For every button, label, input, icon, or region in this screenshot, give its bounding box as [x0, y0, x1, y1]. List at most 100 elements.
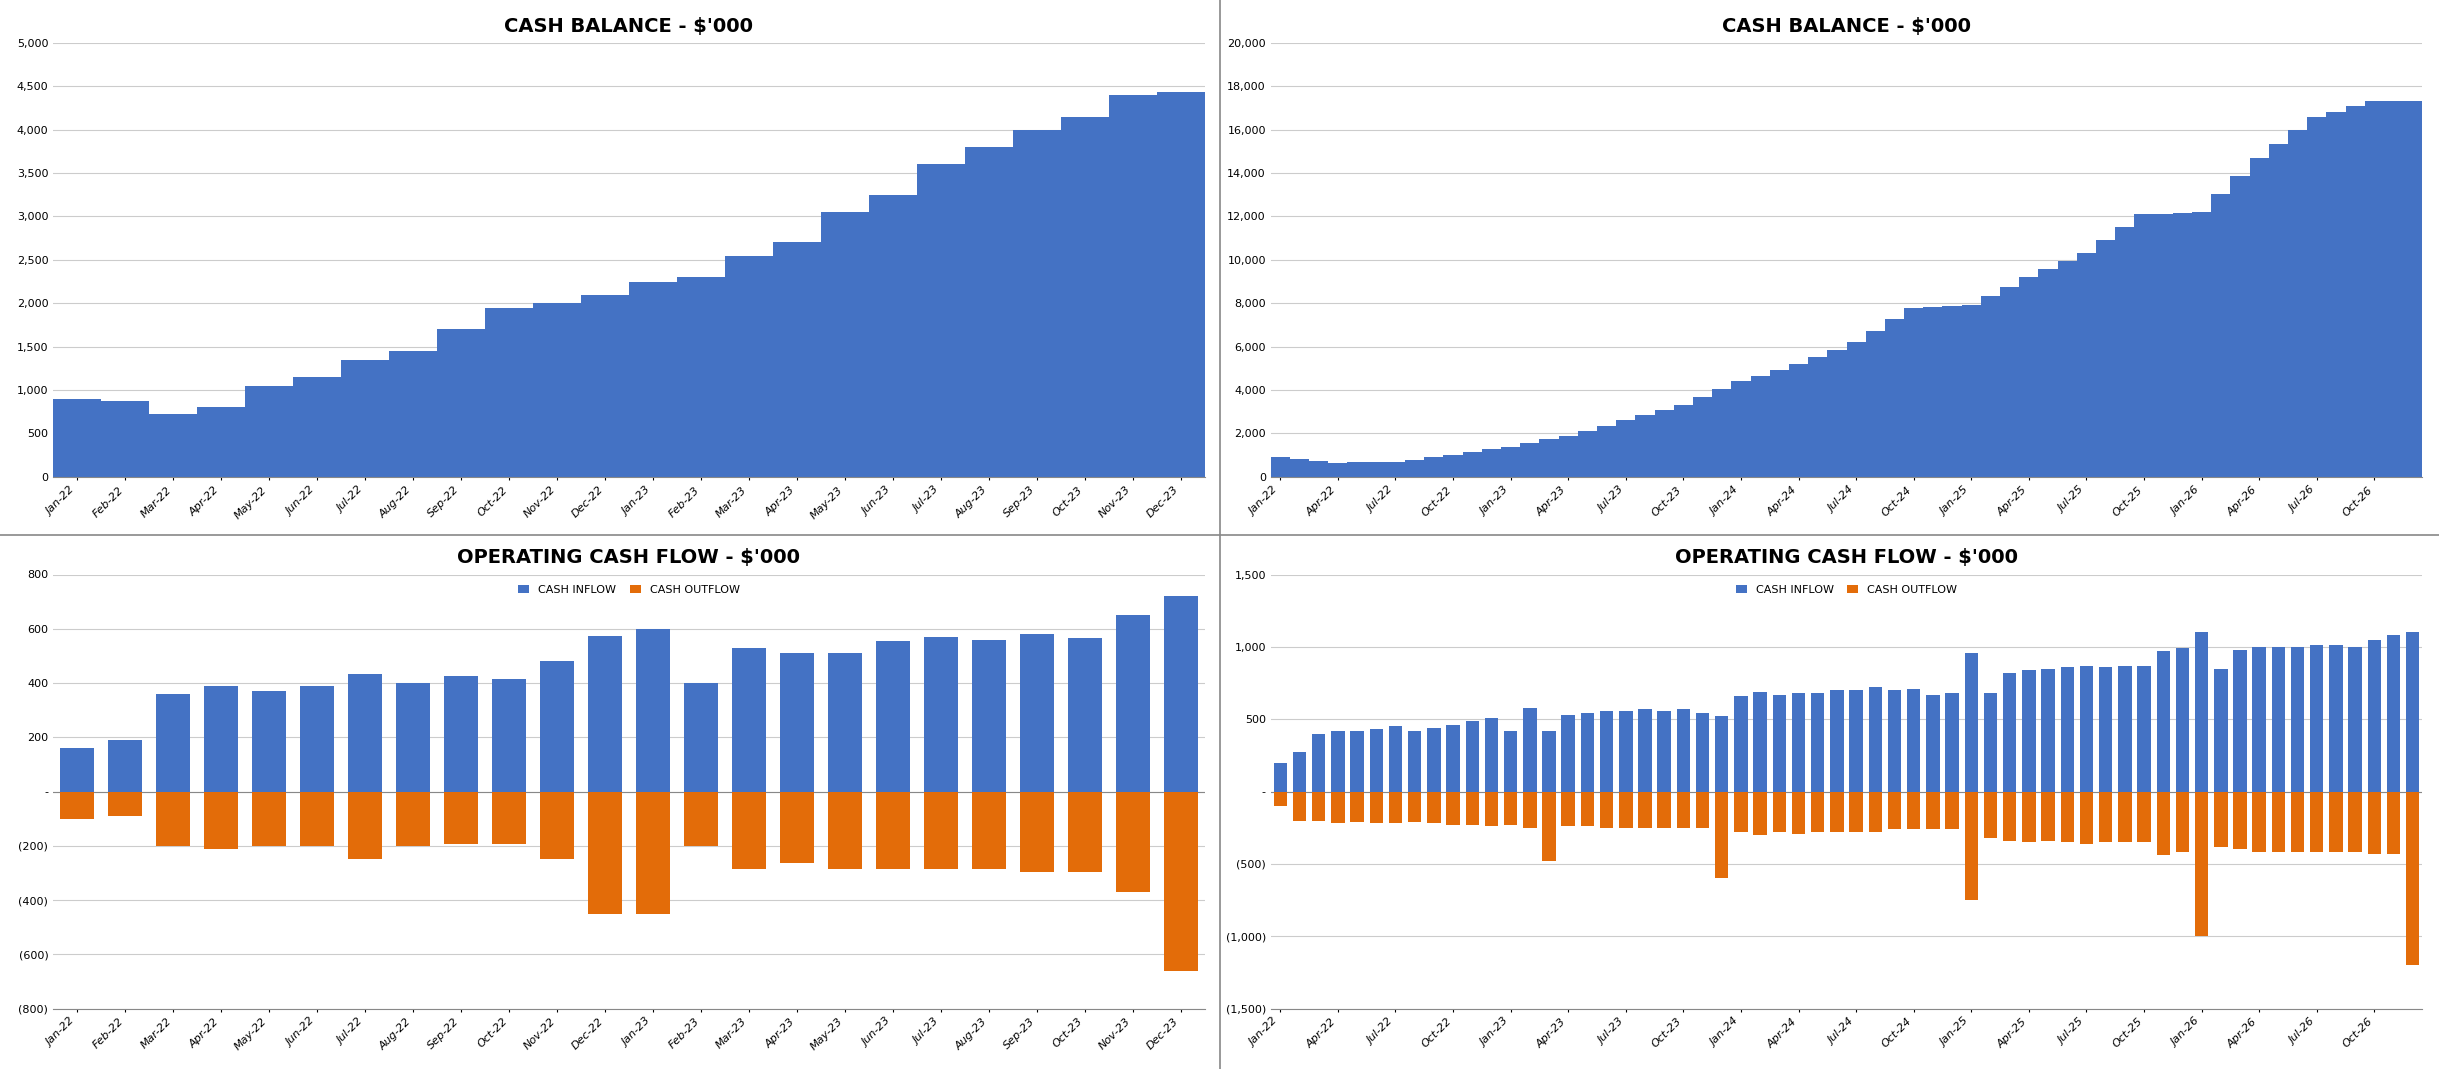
Bar	[1329, 463, 1346, 477]
Bar	[1366, 462, 1385, 477]
Bar	[1061, 117, 1110, 477]
Bar	[1405, 460, 1424, 477]
Bar	[2346, 107, 2366, 477]
Bar	[2405, 633, 2419, 791]
Bar	[1351, 731, 1363, 791]
Bar	[973, 639, 1005, 791]
Bar	[1927, 791, 1939, 830]
Bar	[2234, 650, 2246, 791]
Bar	[1385, 462, 1405, 477]
Bar	[1332, 731, 1344, 791]
Bar	[2307, 117, 2327, 477]
Bar	[2288, 130, 2307, 477]
Bar	[1659, 791, 1671, 827]
Bar	[1980, 296, 2000, 477]
Bar	[2388, 791, 2400, 854]
Bar	[2022, 791, 2037, 842]
Bar	[1163, 597, 1198, 791]
Bar	[156, 791, 190, 846]
Bar	[198, 407, 244, 477]
Bar	[2366, 102, 2383, 477]
Bar	[1068, 791, 1102, 871]
Bar	[1407, 731, 1422, 791]
Bar	[1695, 713, 1710, 791]
Bar	[1332, 791, 1344, 823]
Bar	[1117, 791, 1149, 892]
Bar	[1371, 729, 1383, 791]
Bar	[876, 641, 910, 791]
Bar	[539, 662, 573, 791]
Bar	[1519, 443, 1539, 477]
Bar	[829, 791, 861, 869]
Bar	[1578, 431, 1598, 477]
Bar	[205, 791, 239, 849]
Bar	[534, 304, 580, 477]
Bar	[2134, 214, 2154, 477]
Bar	[1983, 791, 1998, 838]
Bar	[205, 685, 239, 791]
Bar	[917, 165, 966, 477]
Bar	[1963, 653, 1978, 791]
Bar	[1866, 330, 1885, 477]
Bar	[1654, 410, 1673, 477]
Bar	[1888, 691, 1902, 791]
Bar	[2059, 261, 2078, 477]
Bar	[2039, 269, 2059, 477]
Bar	[2115, 228, 2134, 477]
Bar	[1388, 727, 1402, 791]
Bar	[1293, 753, 1307, 791]
Bar	[1849, 791, 1863, 832]
Bar	[2405, 791, 2419, 965]
Bar	[1600, 791, 1612, 827]
Bar	[1561, 791, 1576, 826]
Bar	[1812, 791, 1824, 832]
Bar	[1163, 791, 1198, 971]
Bar	[580, 295, 629, 477]
Bar	[1868, 687, 1883, 791]
Bar	[2402, 102, 2422, 477]
Bar	[1346, 463, 1366, 477]
Bar	[1020, 791, 1054, 871]
Bar	[637, 791, 671, 914]
Bar	[1885, 320, 1905, 477]
Bar	[1156, 92, 1205, 477]
Bar	[2137, 791, 2151, 842]
Bar	[2271, 647, 2285, 791]
Bar	[2310, 646, 2324, 791]
Bar	[1846, 342, 1866, 477]
Bar	[1600, 711, 1612, 791]
Bar	[2215, 668, 2227, 791]
Bar	[732, 648, 766, 791]
Bar	[780, 653, 815, 791]
Bar	[1941, 306, 1961, 477]
Bar	[2349, 647, 2361, 791]
Bar	[1598, 425, 1617, 477]
Bar	[1068, 638, 1102, 791]
Bar	[1580, 791, 1595, 826]
Bar	[1310, 461, 1329, 477]
Bar	[2254, 647, 2266, 791]
Bar	[2041, 791, 2054, 840]
Bar	[1963, 791, 1978, 900]
Bar	[2329, 646, 2344, 791]
Bar	[1466, 791, 1478, 825]
Bar	[1788, 365, 1807, 477]
Bar	[1466, 721, 1478, 791]
Bar	[539, 791, 573, 859]
Bar	[1712, 389, 1732, 477]
Bar	[1676, 709, 1690, 791]
Bar	[1446, 725, 1461, 791]
Bar	[2388, 635, 2400, 791]
Bar	[1446, 791, 1461, 825]
Bar	[1751, 375, 1771, 477]
Bar	[1444, 455, 1463, 477]
Bar	[444, 791, 478, 845]
Bar	[1946, 791, 1959, 830]
Bar	[1961, 306, 1980, 477]
Bar	[1541, 731, 1556, 791]
Bar	[2061, 791, 2073, 842]
Bar	[493, 679, 527, 791]
Bar	[107, 791, 141, 816]
Bar	[924, 637, 959, 791]
Bar	[2176, 791, 2190, 852]
